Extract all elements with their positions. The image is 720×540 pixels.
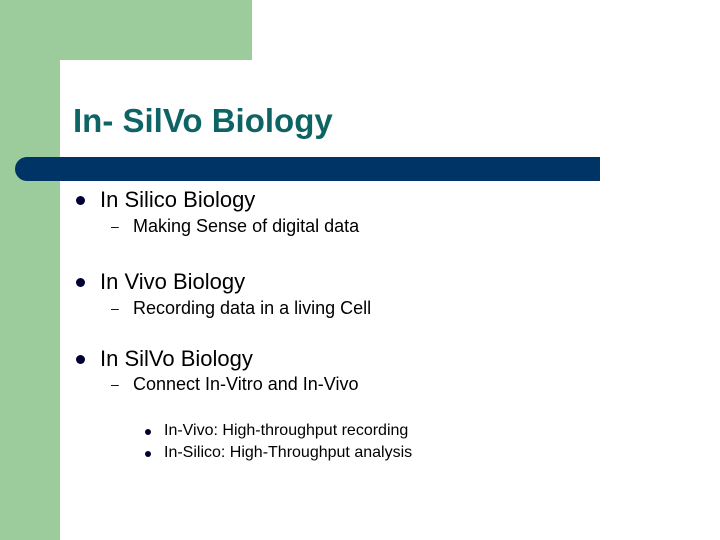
- bullet-item: In Vivo Biology: [100, 269, 246, 294]
- title-divider-bar: [15, 157, 600, 181]
- dash-icon: –: [111, 376, 119, 392]
- bullet-item: In Silico Biology: [100, 187, 256, 212]
- sub-bullet-item: Connect In-Vitro and In-Vivo: [133, 374, 359, 394]
- sub-bullet-item: Recording data in a living Cell: [133, 298, 372, 318]
- bullet-icon: [76, 355, 85, 364]
- decor-green-left: [0, 0, 60, 540]
- bullet-item: In SilVo Biology: [100, 346, 253, 371]
- bullet-icon: [76, 278, 85, 287]
- bullet-icon: [145, 451, 151, 457]
- bullet-icon: [76, 196, 85, 205]
- sub-bullet-item: Making Sense of digital data: [133, 216, 360, 236]
- sub-sub-bullet-item: In-Vivo: High-throughput recording: [164, 422, 409, 439]
- bullet-icon: [145, 429, 151, 435]
- dash-icon: –: [111, 218, 119, 234]
- slide-title: In- SilVo Biology: [73, 102, 333, 139]
- dash-icon: –: [111, 300, 119, 316]
- sub-sub-bullet-item: In-Silico: High-Throughput analysis: [164, 444, 413, 461]
- slide-panel: [60, 60, 720, 540]
